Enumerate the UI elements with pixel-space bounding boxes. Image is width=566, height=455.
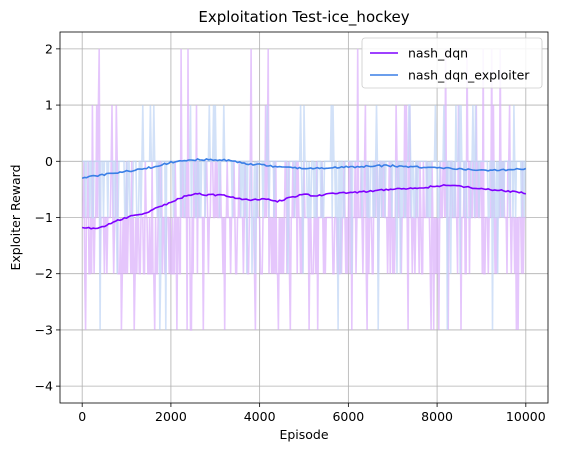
- y-axis-label: Exploiter Reward: [8, 164, 23, 270]
- legend: nash_dqn nash_dqn_exploiter: [362, 38, 542, 88]
- y-tick-label: 1: [45, 98, 53, 113]
- chart-title: Exploitation Test-ice_hockey: [198, 8, 409, 27]
- x-tick-label: 10000: [506, 409, 546, 424]
- legend-label-nash_dqn: nash_dqn: [408, 46, 468, 61]
- x-tick-label: 2000: [155, 409, 187, 424]
- x-tick-label: 6000: [332, 409, 364, 424]
- x-tick-label: 8000: [421, 409, 453, 424]
- y-tick-label: −2: [35, 266, 53, 281]
- y-tick-label: −3: [35, 322, 53, 337]
- x-tick-label: 4000: [244, 409, 276, 424]
- y-tick-label: 2: [45, 41, 53, 56]
- x-axis-label: Episode: [279, 427, 328, 442]
- legend-label-nash_dqn_exploiter: nash_dqn_exploiter: [408, 68, 530, 83]
- y-tick-label: −1: [35, 210, 53, 225]
- y-tick-label: −4: [35, 379, 53, 394]
- y-tick-label: 0: [45, 154, 53, 169]
- x-tick-label: 0: [78, 409, 86, 424]
